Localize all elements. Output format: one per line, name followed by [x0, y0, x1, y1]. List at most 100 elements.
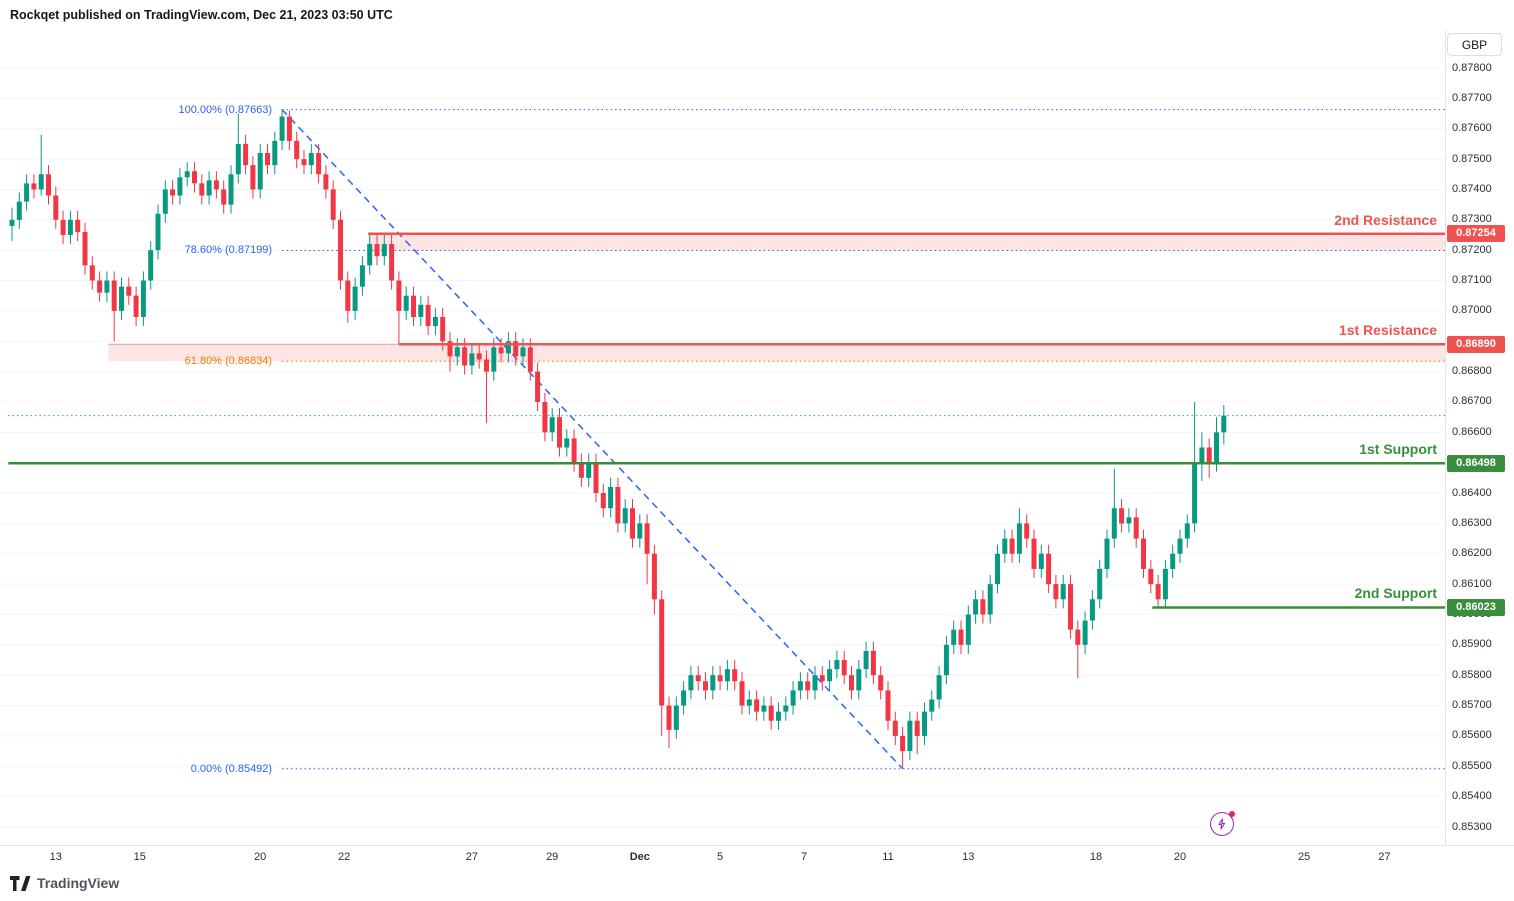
- price-tick: 0.85400: [1452, 790, 1492, 803]
- candle-body: [790, 690, 796, 706]
- candle-body: [9, 219, 15, 226]
- candle-body: [1104, 538, 1110, 569]
- candle-body: [695, 675, 701, 682]
- candle-body: [651, 553, 657, 600]
- price-tick: 0.86400: [1452, 486, 1492, 499]
- candle-body: [440, 316, 446, 342]
- candle-body: [418, 304, 424, 317]
- candle-body: [1016, 523, 1022, 554]
- candle-body: [184, 171, 190, 178]
- level-label: 1st Support: [1359, 441, 1437, 458]
- time-tick: 27: [1378, 851, 1391, 863]
- candle-body: [389, 244, 395, 281]
- candle-body: [301, 159, 307, 166]
- candle-body: [1170, 553, 1176, 569]
- price-badge: 0.86498: [1447, 454, 1505, 472]
- candle-body: [637, 523, 643, 539]
- time-tick: 5: [717, 851, 724, 863]
- resistance-zone: [368, 233, 1445, 251]
- tradingview-logo[interactable]: TradingView: [10, 875, 119, 891]
- candle-body: [396, 280, 402, 311]
- candle-body: [1192, 462, 1198, 524]
- candle-body: [571, 438, 577, 463]
- candle-body: [454, 347, 460, 357]
- candle-body: [126, 286, 132, 296]
- time-tick: 25: [1297, 851, 1311, 863]
- candle-body: [600, 493, 606, 509]
- candle-body: [345, 280, 351, 311]
- candle-body: [330, 189, 336, 220]
- candle-body: [907, 720, 913, 752]
- candle-body: [425, 304, 431, 327]
- candle-body: [520, 347, 526, 357]
- candle-body: [31, 183, 37, 190]
- flash-icon[interactable]: [1210, 811, 1235, 836]
- candle-body: [1097, 568, 1103, 600]
- time-tick: 29: [546, 851, 559, 863]
- candle-body: [162, 189, 168, 214]
- currency-button[interactable]: GBP: [1447, 33, 1502, 56]
- price-tick: 0.87300: [1452, 213, 1492, 226]
- candle-body: [805, 681, 811, 691]
- candle-body: [593, 462, 599, 494]
- candle-body: [812, 675, 818, 691]
- candle-body: [192, 171, 197, 184]
- candle-body: [688, 675, 694, 691]
- candle-body: [38, 174, 44, 190]
- candle-body: [1075, 629, 1081, 645]
- candle-body: [768, 705, 774, 721]
- candle-body: [484, 359, 489, 372]
- time-tick: 7: [800, 851, 808, 863]
- candle-body: [527, 347, 533, 372]
- time-tick: 27: [465, 851, 479, 863]
- candle-body: [797, 681, 803, 691]
- candle-body: [681, 690, 687, 706]
- price-tick: 0.85500: [1452, 759, 1492, 772]
- time-tick: Dec: [629, 851, 650, 863]
- candle-body: [856, 669, 862, 691]
- candle-body: [119, 286, 124, 311]
- candle-body: [294, 140, 300, 160]
- candle-body: [1162, 568, 1168, 600]
- candle-body: [67, 219, 73, 235]
- price-tick: 0.87100: [1452, 274, 1492, 287]
- candle-body: [1177, 538, 1183, 554]
- time-tick: 11: [882, 851, 894, 863]
- candle-body: [987, 584, 993, 615]
- candle-body: [206, 180, 212, 196]
- time-axis[interactable]: 13 15 20 22 27 29 Dec 5 7 11 13 18 20 25 27: [0, 845, 1445, 871]
- candle-body: [46, 174, 51, 196]
- price-tick: 0.86700: [1452, 395, 1492, 408]
- candle-body: [1024, 523, 1030, 539]
- candle-body: [505, 341, 511, 354]
- candle-body: [542, 401, 548, 433]
- candle-body: [922, 711, 927, 736]
- candle-body: [557, 417, 562, 448]
- candle-body: [170, 189, 176, 196]
- candle-body: [746, 699, 752, 706]
- candle-body: [338, 219, 343, 281]
- candle-body: [1031, 538, 1037, 569]
- candle-body: [257, 153, 263, 190]
- candle-body: [870, 650, 876, 676]
- fib-label: 78.60% (0.87199): [184, 244, 273, 257]
- price-tick: 0.86600: [1452, 425, 1492, 438]
- candle-body: [316, 153, 322, 175]
- level-label: 1st Resistance: [1338, 322, 1437, 339]
- price-axis[interactable]: 0.87800 0.87700 0.87600 0.87500 0.87400 0.873…: [1445, 30, 1514, 845]
- price-badge: 0.86890: [1447, 335, 1505, 353]
- attribution-text: Rockqet published on TradingView.com, De…: [10, 8, 393, 22]
- candle-body: [615, 486, 621, 524]
- candle-body: [608, 486, 614, 509]
- candle-body: [228, 174, 234, 205]
- candle-body: [403, 295, 409, 311]
- candle-body: [1119, 508, 1125, 524]
- candle-body: [323, 174, 329, 190]
- candle-body: [951, 629, 957, 645]
- candle-body: [177, 177, 183, 196]
- candle-body: [235, 143, 241, 175]
- candle-body: [578, 462, 584, 478]
- resistance-zone: [108, 344, 1446, 362]
- candle-body: [1068, 584, 1073, 630]
